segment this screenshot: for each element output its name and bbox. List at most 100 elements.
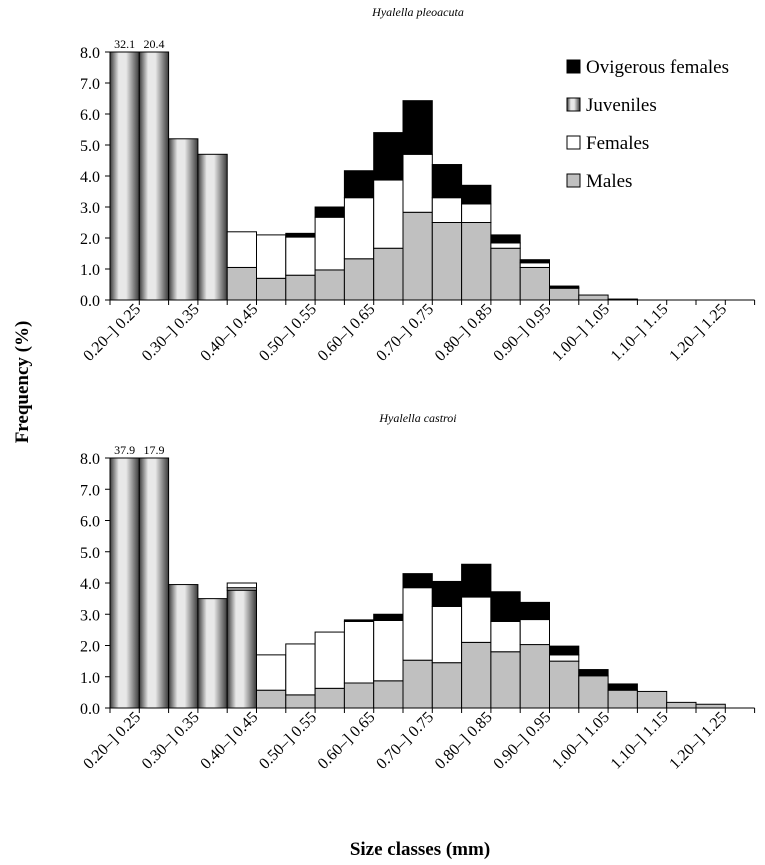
bar-males [578, 294, 609, 301]
bar-juveniles [138, 51, 170, 301]
bar-males [636, 690, 668, 709]
bar-juveniles [197, 598, 228, 709]
x-tick-label: 1.20–] 1.25 [666, 301, 730, 365]
bar-juveniles [197, 153, 228, 301]
bar-ovigerous-females [519, 601, 551, 621]
x-tick-label: 1.00–] 1.05 [549, 301, 613, 365]
bar-ovigerous-females [402, 573, 433, 589]
x-tick-label: 0.30–] 0.35 [139, 301, 203, 365]
bar-males [666, 701, 697, 709]
bar-males [256, 689, 287, 709]
y-tick-label: 0.0 [80, 293, 100, 310]
bar-females [402, 153, 433, 213]
legend-label: Females [586, 133, 649, 154]
legend-swatch-female [566, 135, 581, 150]
x-tick-label: 1.10–] 1.15 [608, 709, 672, 773]
bar-ovigerous-females [461, 563, 492, 598]
y-tick-label: 6.0 [80, 514, 100, 531]
chart-title: Hyalella pleoacuta [371, 5, 464, 19]
bar-females [256, 654, 287, 691]
y-tick-label: 8.0 [80, 451, 100, 468]
bar-females [549, 654, 580, 662]
x-tick-label: 0.50–] 0.55 [256, 301, 320, 365]
bar-value-label: 37.9 [114, 443, 135, 457]
bar-ovigerous-females [461, 184, 492, 205]
bar-males [256, 277, 287, 301]
bar-ovigerous-females [285, 232, 316, 238]
bar-males [490, 247, 521, 301]
bar-males [285, 274, 316, 301]
bar-females [343, 620, 375, 684]
bar-males [461, 222, 492, 301]
bar-females [519, 262, 551, 268]
y-tick-label: 4.0 [80, 576, 100, 593]
x-tick-label: 0.30–] 0.35 [139, 709, 203, 773]
bar-males [431, 222, 463, 301]
x-tick-label: 0.90–] 0.95 [490, 709, 554, 773]
bar-juveniles [109, 51, 140, 301]
y-tick-label: 3.0 [80, 607, 100, 624]
bar-males [695, 703, 726, 709]
bar-females [226, 582, 257, 589]
x-tick-label: 0.70–] 0.75 [373, 709, 437, 773]
bar-females [490, 242, 521, 249]
bar-females [314, 216, 345, 271]
bar-ovigerous-females [578, 669, 609, 677]
bar-females [461, 596, 492, 643]
y-tick-label: 6.0 [80, 107, 100, 124]
bar-ovigerous-females [343, 619, 375, 622]
y-tick-label: 8.0 [80, 45, 100, 62]
bar-males [461, 641, 492, 709]
bar-value-label: 17.9 [143, 443, 164, 457]
bar-males [373, 247, 404, 301]
chart-title: Hyalella castroi [378, 411, 456, 425]
bar-males [226, 266, 257, 301]
bar-males [519, 266, 551, 301]
bar-females [373, 620, 404, 682]
bar-ovigerous-females [490, 234, 521, 244]
y-tick-label: 5.0 [80, 138, 100, 155]
x-tick-label: 0.80–] 0.85 [432, 301, 496, 365]
bar-males [490, 651, 521, 709]
bar-juveniles [168, 584, 199, 709]
bar-females [490, 620, 521, 653]
x-tick-label: 0.80–] 0.85 [432, 709, 496, 773]
y-tick-label: 7.0 [80, 76, 100, 93]
x-axis-label: Size classes (mm) [350, 839, 490, 860]
bar-males [519, 644, 551, 709]
bar-ovigerous-females [549, 645, 580, 656]
bar-females [226, 231, 257, 268]
x-tick-label: 0.70–] 0.75 [373, 301, 437, 365]
bar-females [519, 619, 551, 646]
bar-ovigerous-females [490, 591, 521, 622]
bar-females [314, 631, 345, 689]
bar-males [549, 660, 580, 709]
y-tick-label: 1.0 [80, 262, 100, 279]
bar-females [431, 197, 463, 223]
y-tick-label: 2.0 [80, 231, 100, 248]
x-tick-label: 1.00–] 1.05 [549, 709, 613, 773]
bar-juveniles [109, 457, 140, 709]
bar-ovigerous-females [431, 164, 463, 199]
bar-ovigerous-females [343, 170, 375, 199]
bar-ovigerous-females [607, 683, 638, 691]
bar-males [343, 258, 375, 301]
y-tick-label: 1.0 [80, 670, 100, 687]
bar-females [373, 179, 404, 249]
bar-females [285, 643, 316, 696]
bar-males [402, 659, 433, 709]
bar-ovigerous-females [402, 100, 433, 155]
bar-juveniles [168, 138, 199, 301]
bar-males [285, 694, 316, 709]
x-tick-label: 0.40–] 0.45 [197, 301, 261, 365]
bar-ovigerous-females [519, 259, 551, 264]
x-tick-label: 0.60–] 0.65 [315, 301, 379, 365]
bar-ovigerous-females [549, 285, 580, 289]
y-tick-label: 2.0 [80, 639, 100, 656]
bar-males [578, 675, 609, 709]
bar-ovigerous-females [373, 132, 404, 181]
bar-females [461, 203, 492, 223]
y-axis-label: Frequency (%) [12, 321, 33, 444]
bar-ovigerous-females [373, 613, 404, 621]
bar-value-label: 32.1 [114, 37, 135, 51]
